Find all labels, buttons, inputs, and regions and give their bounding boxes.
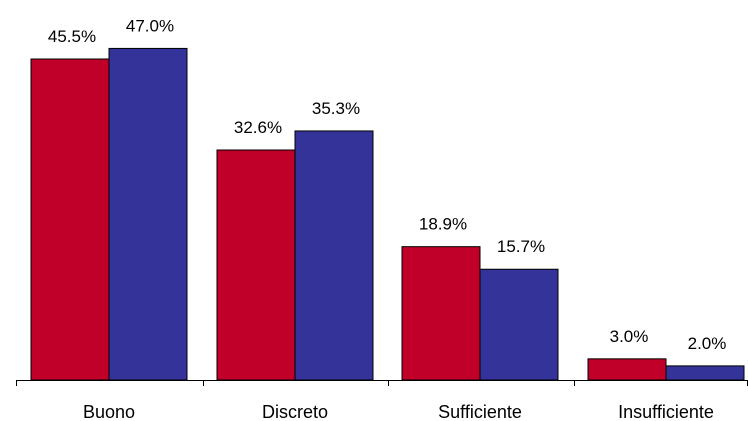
bar-discreto-series-1 — [216, 149, 296, 381]
bar-buono-series-1 — [30, 58, 110, 381]
category-label-discreto: Discreto — [262, 402, 328, 421]
x-axis — [16, 380, 748, 386]
bar-insufficiente-series-1 — [587, 358, 667, 381]
value-label-insufficiente-series-1: 3.0% — [610, 327, 649, 346]
value-labels-layer: 45.5% 47.0% 32.6% 35.3% 18.9% 15.7% 3.0% 2.0% — [48, 16, 726, 352]
category-label-buono: Buono — [83, 402, 135, 421]
bars-layer — [30, 47, 745, 381]
category-label-insufficiente: Insufficiente — [618, 402, 714, 421]
value-label-sufficiente-series-1: 18.9% — [419, 215, 467, 234]
value-label-discreto-series-2: 35.3% — [312, 99, 360, 118]
bar-sufficiente-series-1 — [401, 246, 481, 381]
bar-sufficiente-series-2 — [479, 268, 559, 381]
category-label-sufficiente: Sufficiente — [438, 402, 522, 421]
bar-discreto-series-2 — [294, 130, 374, 381]
value-label-buono-series-1: 45.5% — [48, 27, 96, 46]
category-labels-layer: Buono Discreto Sufficiente Insufficiente — [83, 402, 714, 421]
value-label-discreto-series-1: 32.6% — [234, 118, 282, 137]
value-label-insufficiente-series-2: 2.0% — [688, 334, 727, 353]
value-label-buono-series-2: 47.0% — [126, 16, 174, 35]
bar-buono-series-2 — [108, 47, 188, 381]
bar-insufficiente-series-2 — [665, 365, 745, 381]
value-label-sufficiente-series-2: 15.7% — [497, 237, 545, 256]
